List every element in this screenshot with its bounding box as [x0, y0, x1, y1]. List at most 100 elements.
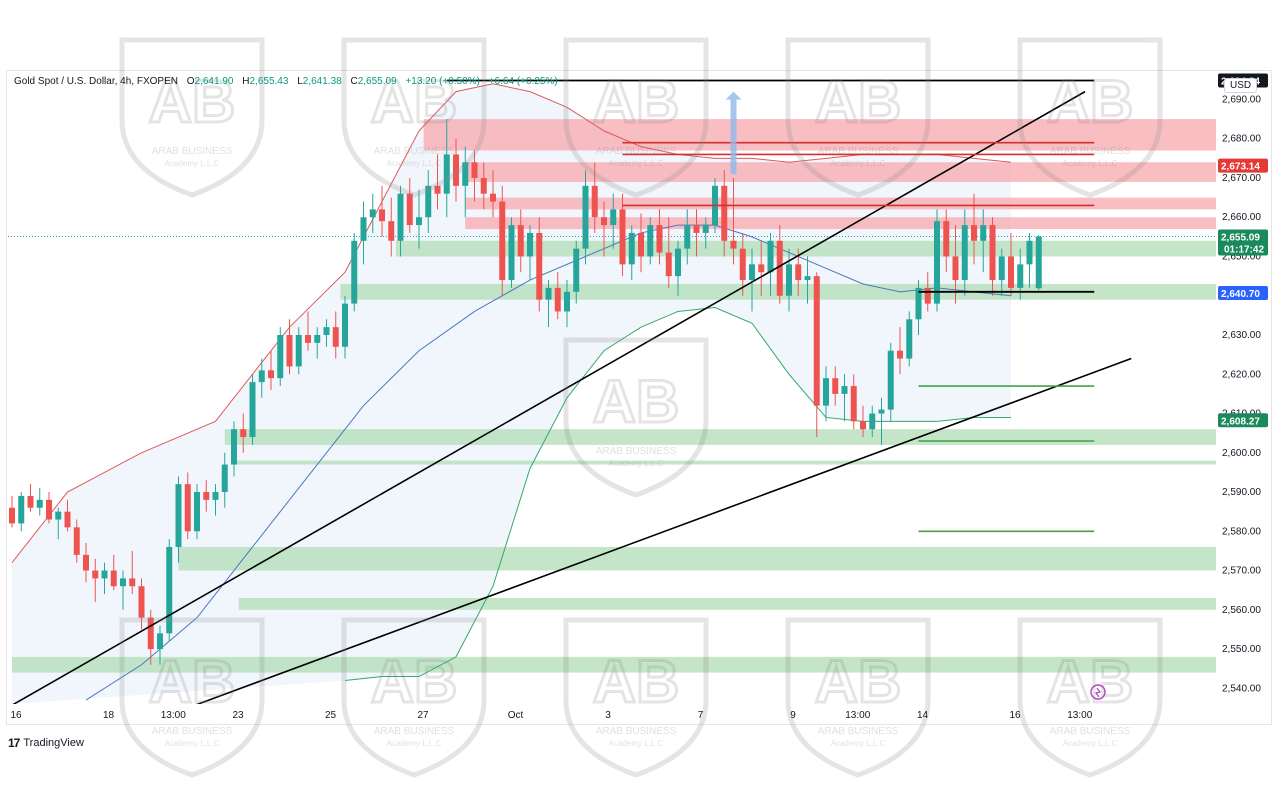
- watermark-logo: ARAB BUSINESS Academy L.L.C AB: [1017, 617, 1163, 778]
- watermark-monogram: AB: [371, 68, 458, 135]
- candle: [869, 405, 876, 438]
- candle: [221, 452, 228, 508]
- watermark-logo: ARAB BUSINESS Academy L.L.C AB: [785, 37, 931, 198]
- candle-body: [915, 287, 922, 320]
- candle: [545, 280, 552, 328]
- candle-body: [924, 287, 931, 304]
- candle: [730, 177, 737, 265]
- candle: [462, 146, 469, 218]
- candle: [55, 507, 62, 540]
- candle: [564, 280, 570, 328]
- candle-body: [332, 327, 339, 347]
- watermark-shield-icon: [1017, 37, 1163, 198]
- watermark-logo: ARAB BUSINESS Academy L.L.C AB: [563, 617, 709, 778]
- candle: [305, 311, 311, 351]
- candle: [166, 539, 173, 642]
- candle-body: [832, 378, 839, 394]
- watermark-shield-icon: [119, 617, 265, 778]
- candle: [443, 119, 450, 218]
- watermark-line1: ARAB BUSINESS: [818, 146, 899, 157]
- candle-body: [601, 217, 607, 226]
- candle: [175, 476, 182, 563]
- watermark-monogram: AB: [815, 68, 902, 135]
- candle: [758, 240, 765, 296]
- candle-body: [869, 413, 876, 430]
- candle-body: [157, 633, 163, 650]
- candle-body: [184, 484, 191, 532]
- y-tick-label: 2,620.00: [1222, 369, 1261, 380]
- candle-body: [582, 185, 589, 249]
- candle-body: [360, 217, 367, 241]
- candle-body: [462, 162, 469, 186]
- watermark-monogram: AB: [593, 68, 680, 135]
- candle: [1008, 232, 1014, 296]
- candle-body: [138, 586, 145, 618]
- candle: [397, 185, 404, 257]
- watermark-shield-icon: [341, 37, 487, 198]
- resistance-zone: [465, 217, 1216, 230]
- candle: [832, 366, 839, 406]
- candle-body: [175, 484, 182, 547]
- high-label: H: [242, 76, 250, 87]
- y-tick-label: 2,550.00: [1222, 644, 1261, 655]
- candle-body: [508, 225, 515, 281]
- candle: [314, 327, 321, 359]
- candle: [425, 170, 432, 233]
- candle: [46, 492, 52, 524]
- candle: [240, 413, 247, 453]
- candle-body: [92, 570, 99, 579]
- watermark-logo: ARAB BUSINESS Academy L.L.C AB: [341, 617, 487, 778]
- x-tick-label: 18: [103, 710, 115, 721]
- candle-body: [684, 225, 691, 249]
- x-tick-label: Oct: [508, 710, 524, 721]
- candle: [499, 185, 506, 296]
- candle: [628, 225, 635, 281]
- candle: [675, 240, 681, 296]
- watermark-line2: Academy L.L.C: [609, 159, 664, 168]
- y-tick-label: 2,630.00: [1222, 330, 1261, 341]
- candle-body: [249, 382, 256, 438]
- candle-body: [897, 350, 903, 359]
- candle-body: [628, 232, 635, 265]
- candle-body: [971, 225, 977, 241]
- watermark-monogram: AB: [149, 648, 236, 715]
- candle: [360, 201, 367, 265]
- tradingview-branding[interactable]: 17 TradingView: [8, 736, 84, 750]
- candle: [638, 213, 644, 273]
- candle: [295, 327, 302, 375]
- y-tick-label: 2,590.00: [1222, 487, 1261, 498]
- watermark-line2: Academy L.L.C: [387, 739, 442, 748]
- candle: [369, 193, 376, 233]
- change-value-2: +6.64 (+0.25%): [488, 76, 558, 87]
- candle: [610, 193, 617, 249]
- watermark-line2: Academy L.L.C: [831, 159, 886, 168]
- watermark-line2: Academy L.L.C: [1063, 159, 1118, 168]
- candle: [943, 209, 950, 273]
- candle-body: [147, 617, 154, 650]
- candle-body: [647, 225, 654, 257]
- candle-body: [860, 421, 866, 430]
- x-tick-label: 25: [325, 710, 337, 721]
- candle-body: [73, 527, 80, 555]
- candle-body: [240, 429, 247, 438]
- x-tick-label: 7: [698, 710, 704, 721]
- candle: [342, 295, 348, 359]
- x-tick-label: 27: [417, 710, 429, 721]
- candle-body: [961, 225, 968, 281]
- plot-area: [8, 79, 1216, 704]
- price-tag-label: 2,655.09: [1221, 233, 1260, 244]
- candle: [9, 495, 15, 528]
- candle: [258, 358, 265, 398]
- low-value: 2,641.38: [302, 76, 342, 87]
- candle: [517, 209, 524, 273]
- currency-button[interactable]: USD: [1224, 78, 1258, 93]
- watermark-shield-icon: [1017, 617, 1163, 778]
- candle-body: [1035, 236, 1042, 289]
- candle-body: [702, 225, 709, 233]
- price-tag: [1218, 229, 1268, 256]
- resistance-zone: [465, 162, 1216, 182]
- candle: [536, 217, 543, 312]
- candle: [212, 484, 219, 516]
- watermark-line2: Academy L.L.C: [1063, 739, 1118, 748]
